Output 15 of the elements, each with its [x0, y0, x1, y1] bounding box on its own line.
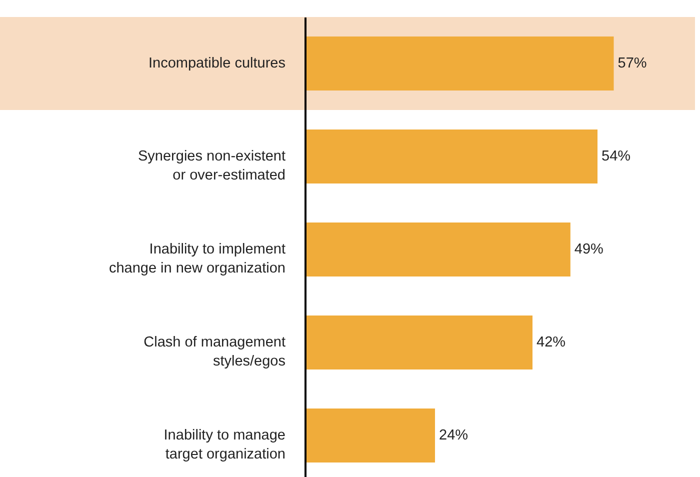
data-label: 54% — [602, 148, 631, 164]
data-label: 42% — [536, 334, 566, 350]
data-label: 24% — [439, 428, 468, 444]
data-label: 49% — [574, 242, 604, 258]
bar — [305, 222, 570, 276]
bar — [305, 316, 532, 370]
data-label: 57% — [618, 56, 647, 72]
y-tick-label: Inability to implement change in new organization — [108, 242, 286, 276]
y-tick-label: Inability to manage target organization — [164, 428, 286, 462]
bar — [305, 130, 598, 184]
bar — [305, 408, 435, 462]
bar — [305, 36, 614, 90]
y-tick-label: Incompatible cultures — [148, 56, 286, 72]
y-tick-label: Clash of management styles/egos — [144, 334, 286, 370]
y-tick-label: Synergies non-existent or over-estimated — [138, 148, 286, 184]
